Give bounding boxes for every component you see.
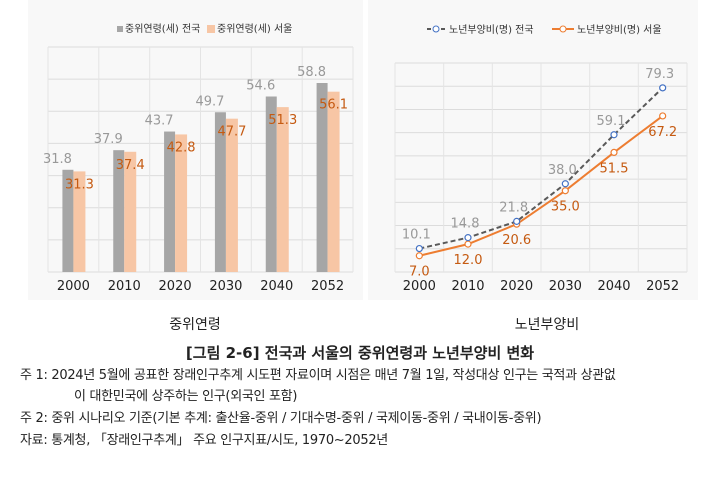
data-label-seoul: 31.3 xyxy=(65,177,94,192)
marker-national xyxy=(561,180,569,188)
note-2: 주 2: 중위 시나리오 기준(기본 추계: 출산율-중위 / 기대수명-중위 … xyxy=(20,411,542,426)
data-label-national: 43.7 xyxy=(145,114,174,129)
median-age-caption: 중위연령 xyxy=(169,317,221,333)
data-label-national: 38.0 xyxy=(548,163,577,178)
data-label-national: 14.8 xyxy=(451,217,480,232)
marker-national xyxy=(513,217,521,225)
line-national xyxy=(419,87,664,250)
legend-marker-seoul xyxy=(559,25,567,33)
data-label-seoul: 42.8 xyxy=(167,140,196,155)
data-label-national: 79.3 xyxy=(645,67,674,82)
charts-svg: 2000 31.8 31.3 2010 37.9 37.4 2020 43.7 42.8 2030… xyxy=(43,22,688,294)
marker-seoul xyxy=(659,112,667,120)
marker-national xyxy=(659,84,667,92)
x-tick-label: 2040 xyxy=(597,279,630,294)
x-tick-label: 2052 xyxy=(646,279,679,294)
data-label-seoul: 37.4 xyxy=(116,158,145,173)
data-label-national: 59.1 xyxy=(597,114,626,129)
legend-swatch-national xyxy=(117,26,123,32)
legend-label-national: 중위연령(세) 전국 xyxy=(125,22,200,35)
bar-national xyxy=(316,83,328,272)
marker-seoul xyxy=(610,148,618,157)
data-label-national: 10.1 xyxy=(402,228,431,243)
data-label-seoul: 12.0 xyxy=(454,253,483,268)
source-note: 자료: 통계청, 「장래인구추계」 주요 인구지표/시도, 1970~2052년 xyxy=(20,433,388,448)
bar-seoul xyxy=(225,118,238,272)
marker-national xyxy=(610,131,618,139)
data-label-national: 31.8 xyxy=(43,152,72,167)
x-tick-label: 2030 xyxy=(549,279,582,294)
data-label-national: 58.8 xyxy=(297,65,326,80)
bar-national xyxy=(164,131,176,272)
x-tick-label: 2010 xyxy=(108,279,141,294)
x-tick-label: 2030 xyxy=(209,279,242,294)
dependency-caption: 노년부양비 xyxy=(514,317,580,333)
marker-seoul xyxy=(464,240,472,248)
legend-swatch-seoul xyxy=(207,25,215,33)
figure-title: [그림 2-6] 전국과 서울의 중위연령과 노년부양비 변화 xyxy=(185,344,535,362)
data-label-seoul: 51.5 xyxy=(600,161,629,176)
data-label-national: 37.9 xyxy=(94,132,123,147)
x-tick-label: 2000 xyxy=(57,279,90,294)
bar-national xyxy=(62,169,74,272)
data-label-seoul: 35.0 xyxy=(551,200,580,215)
data-label-seoul: 51.3 xyxy=(268,113,297,128)
bar-national xyxy=(113,150,125,272)
x-tick-label: 2000 xyxy=(403,279,436,294)
x-tick-label: 2040 xyxy=(260,279,293,294)
data-label-national: 21.8 xyxy=(499,200,528,215)
bar-national xyxy=(214,112,226,272)
marker-national xyxy=(464,234,472,242)
legend-label-seoul: 노년부양비(명) 서울 xyxy=(577,24,662,36)
marker-national xyxy=(415,244,423,253)
data-label-seoul: 67.2 xyxy=(648,125,677,140)
data-label-seoul: 47.7 xyxy=(217,125,246,140)
bar-seoul xyxy=(73,171,86,272)
x-tick-label: 2020 xyxy=(159,279,192,294)
old-age-dependency-chart-panel xyxy=(368,0,698,300)
x-tick-label: 2052 xyxy=(311,279,344,294)
line-seoul xyxy=(419,115,664,257)
bar-seoul xyxy=(175,134,188,272)
x-tick-label: 2020 xyxy=(500,279,533,294)
data-label-seoul: 20.6 xyxy=(502,233,531,248)
bar-seoul xyxy=(327,91,340,272)
legend-label-national: 노년부양비(명) 전국 xyxy=(449,24,534,36)
bar-seoul xyxy=(276,107,289,272)
bar-seoul xyxy=(124,151,137,272)
marker-seoul xyxy=(415,252,423,260)
data-label-national: 54.6 xyxy=(246,79,275,94)
bar-national xyxy=(265,96,277,272)
x-tick-label: 2010 xyxy=(451,279,484,294)
data-label-national: 49.7 xyxy=(195,94,224,109)
data-label-seoul: 56.1 xyxy=(319,98,348,113)
data-label-seoul: 7.0 xyxy=(409,265,430,280)
legend-marker-national xyxy=(432,25,440,33)
note-1: 주 1: 2024년 5월에 공표한 장래인구추계 시도편 자료이며 시점은 매… xyxy=(20,368,616,383)
note-1-cont: 이 대한민국에 상주하는 인구(외국인 포함) xyxy=(74,389,298,404)
marker-seoul xyxy=(561,187,569,195)
legend-label-seoul: 중위연령(세) 서울 xyxy=(217,22,292,35)
